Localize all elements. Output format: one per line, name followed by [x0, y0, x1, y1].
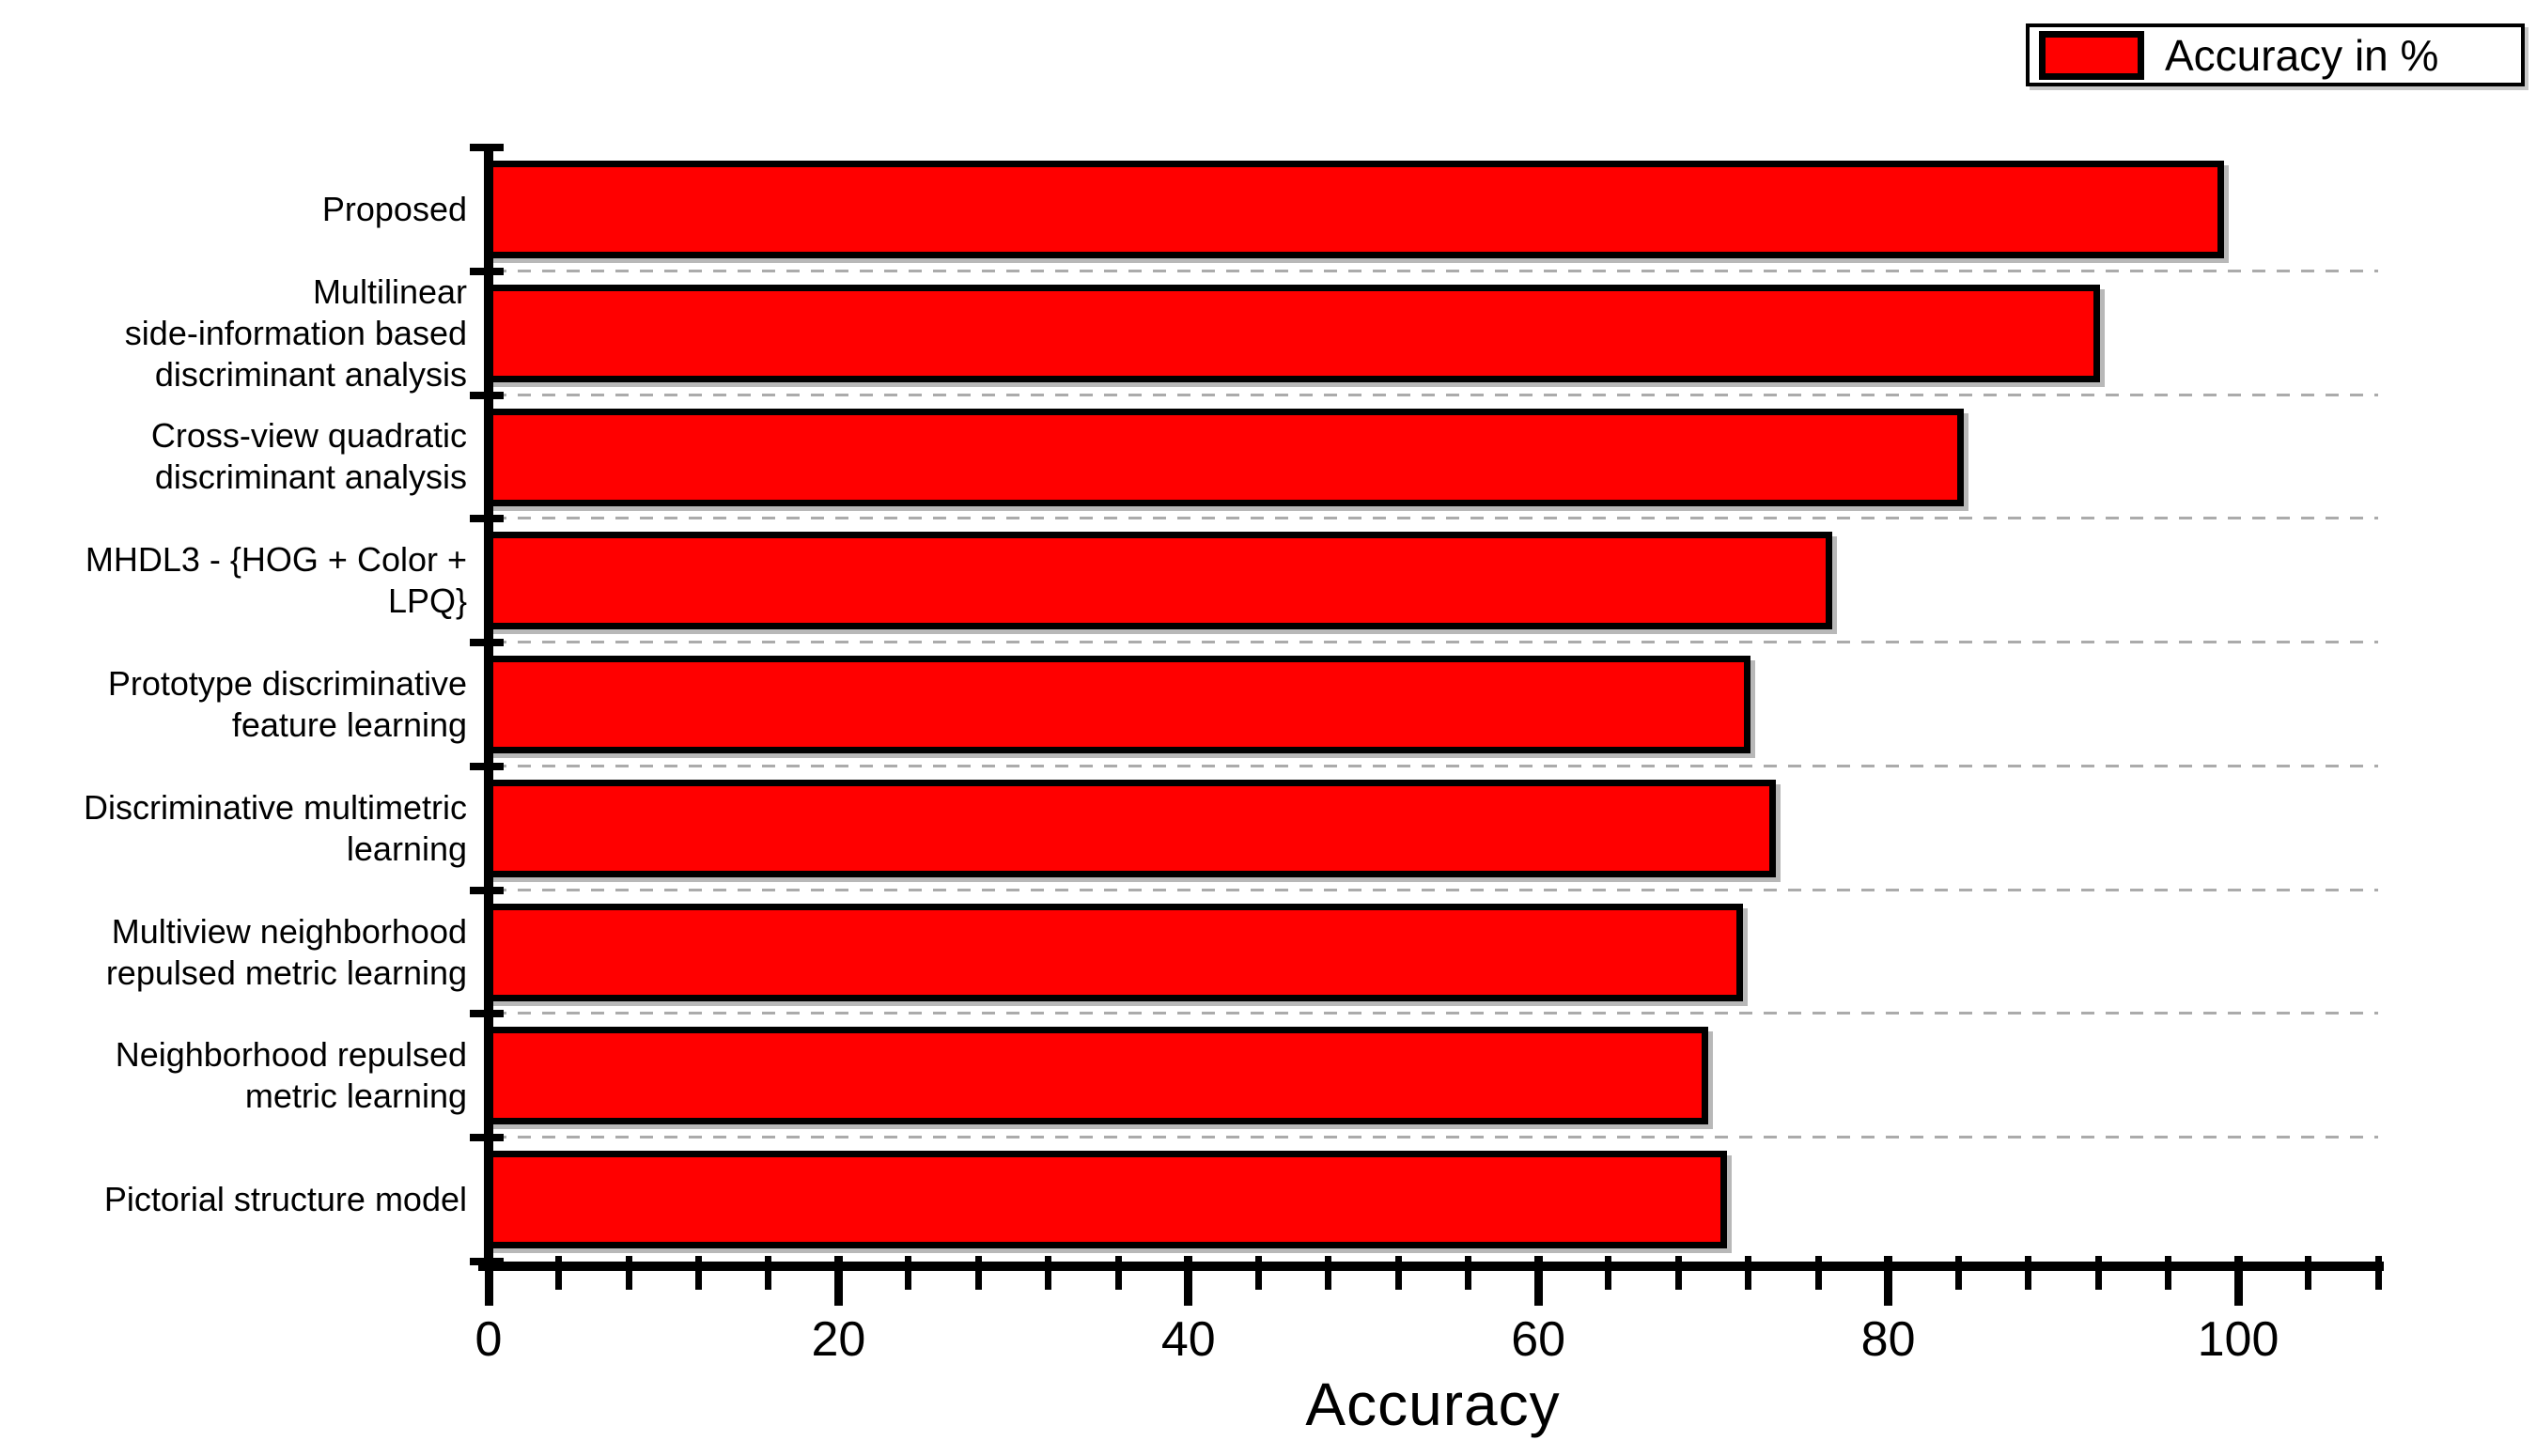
- category-label: MHDL3 - {HOG + Color + LPQ}: [85, 540, 467, 621]
- gridline: [493, 393, 2378, 396]
- x-axis-minor-tick: [555, 1256, 562, 1290]
- gridline: [493, 269, 2378, 272]
- x-axis-minor-tick: [1814, 1256, 1822, 1290]
- x-axis-minor-tick: [694, 1256, 702, 1290]
- x-axis-major-tick: [1184, 1256, 1193, 1306]
- bar: [484, 903, 1744, 1001]
- bar: [484, 284, 2100, 382]
- x-axis-major-tick: [1884, 1256, 1893, 1306]
- gridline: [493, 764, 2378, 767]
- category-label: Discriminative multimetric learning: [83, 787, 467, 868]
- x-axis-minor-tick: [1674, 1256, 1682, 1290]
- x-axis-line: [478, 1262, 2384, 1271]
- category-label: Multiview neighborhood repulsed metric l…: [105, 911, 467, 992]
- x-axis-minor-tick: [765, 1256, 772, 1290]
- category-label: Proposed: [321, 189, 467, 228]
- bar: [484, 1027, 1708, 1125]
- legend-label: Accuracy in %: [2165, 30, 2439, 80]
- category-label: Neighborhood repulsed metric learning: [115, 1035, 467, 1116]
- x-axis-minor-tick: [1325, 1256, 1332, 1290]
- x-axis-major-tick: [2233, 1256, 2243, 1306]
- x-axis-tick-label: 0: [475, 1312, 503, 1367]
- x-axis-minor-tick: [1394, 1256, 1402, 1290]
- y-axis-line: [484, 147, 493, 1271]
- x-axis-minor-tick: [905, 1256, 912, 1290]
- category-label: Prototype discriminative feature learnin…: [107, 663, 467, 744]
- x-axis-minor-tick: [1605, 1256, 1612, 1290]
- x-axis-minor-tick: [625, 1256, 632, 1290]
- x-axis-tick-label: 100: [2197, 1312, 2279, 1367]
- x-axis-title: Accuracy: [1305, 1371, 1561, 1438]
- x-axis-minor-tick: [1745, 1256, 1752, 1290]
- x-axis-major-tick: [1533, 1256, 1543, 1306]
- gridline: [493, 641, 2378, 644]
- x-axis-minor-tick: [1254, 1256, 1262, 1290]
- category-label: Pictorial structure model: [103, 1180, 467, 1219]
- bar: [484, 1151, 1728, 1249]
- category-label: Cross-view quadratic discriminant analys…: [150, 416, 467, 497]
- x-axis-tick-label: 40: [1160, 1312, 1216, 1367]
- x-axis-minor-tick: [1954, 1256, 1962, 1290]
- x-axis-major-tick: [484, 1256, 493, 1306]
- bar: [484, 656, 1750, 754]
- gridline: [493, 1136, 2378, 1139]
- gridline: [493, 888, 2378, 891]
- bar: [484, 779, 1777, 877]
- x-axis-minor-tick: [2094, 1256, 2102, 1290]
- x-axis-minor-tick: [1045, 1256, 1052, 1290]
- gridline: [493, 1012, 2378, 1015]
- category-label: Multilinear side-information based discr…: [124, 271, 467, 394]
- x-axis-minor-tick: [1465, 1256, 1472, 1290]
- x-axis-major-tick: [833, 1256, 843, 1306]
- x-axis-tick-label: 60: [1511, 1312, 1566, 1367]
- x-axis-minor-tick: [2374, 1256, 2382, 1290]
- x-axis-tick-label: 80: [1860, 1312, 1916, 1367]
- legend-color-swatch: [2039, 30, 2144, 80]
- bar: [484, 408, 1964, 506]
- gridline: [493, 517, 2378, 520]
- x-axis-minor-tick: [1114, 1256, 1122, 1290]
- x-axis-minor-tick: [2025, 1256, 2032, 1290]
- bar: [484, 532, 1832, 630]
- x-axis-minor-tick: [974, 1256, 982, 1290]
- x-axis-minor-tick: [2305, 1256, 2311, 1290]
- bar: [484, 161, 2225, 258]
- legend: Accuracy in %: [2026, 23, 2525, 86]
- x-axis-minor-tick: [2165, 1256, 2171, 1290]
- x-axis-tick-label: 20: [811, 1312, 866, 1367]
